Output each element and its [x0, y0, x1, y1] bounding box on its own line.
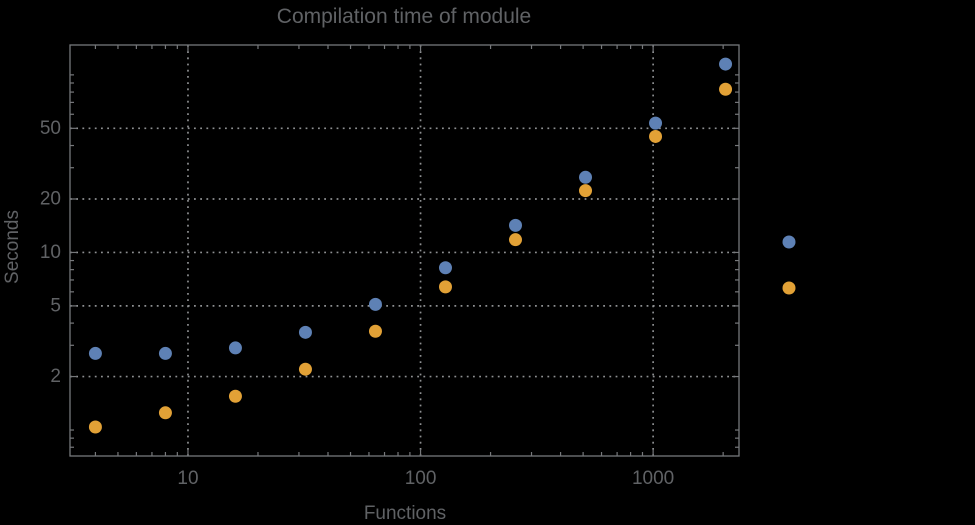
x-axis-label: Functions: [363, 503, 447, 524]
data-point-series-orange: [719, 82, 733, 96]
data-point-series-orange: [368, 324, 382, 338]
data-point-series-orange: [158, 406, 172, 420]
data-point-series-orange: [88, 420, 102, 434]
y-tick-label: 5: [50, 295, 61, 316]
x-tick-label: 10: [177, 468, 198, 489]
data-point-series-orange: [579, 184, 593, 198]
data-point-series-blue: [228, 341, 242, 355]
data-point-series-blue: [719, 57, 733, 71]
data-point-series-blue: [368, 297, 382, 311]
y-tick-label: 2: [50, 366, 61, 387]
y-axis-label: Seconds: [2, 210, 23, 284]
data-point-series-blue: [649, 116, 663, 130]
legend-marker-0: [782, 235, 796, 249]
data-point-series-blue: [438, 261, 452, 275]
data-point-series-orange: [649, 129, 663, 143]
data-point-series-blue: [158, 346, 172, 360]
data-point-series-orange: [508, 233, 522, 247]
data-point-series-blue: [298, 325, 312, 339]
y-tick-label: 50: [40, 118, 61, 139]
y-tick-label: 10: [40, 242, 61, 263]
data-point-series-orange: [438, 280, 452, 294]
y-tick-label: 20: [40, 188, 61, 209]
data-point-series-blue: [579, 170, 593, 184]
data-point-series-blue: [88, 346, 102, 360]
data-point-series-orange: [228, 389, 242, 403]
chart-title: Compilation time of module: [276, 5, 532, 28]
data-point-series-orange: [298, 362, 312, 376]
legend-marker-1: [782, 281, 796, 295]
x-tick-label: 1000: [632, 468, 674, 489]
data-point-series-blue: [508, 218, 522, 232]
x-tick-label: 100: [405, 468, 437, 489]
plot-frame: [69, 44, 740, 457]
